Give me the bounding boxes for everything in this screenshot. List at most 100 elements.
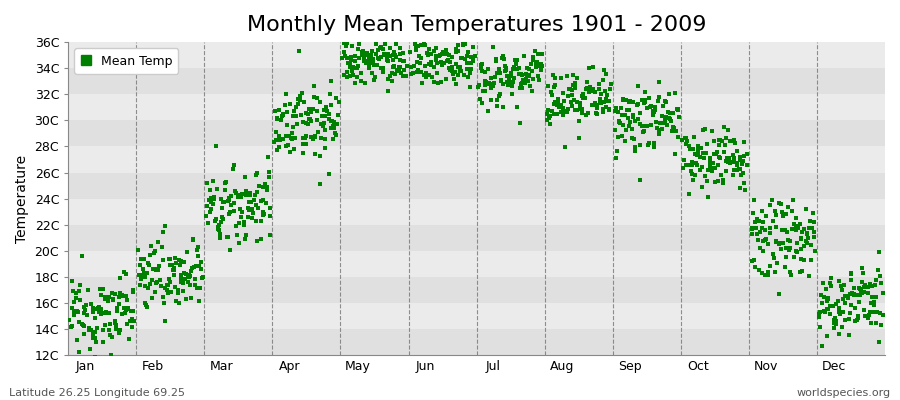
Point [658, 99, 672, 105]
Point [848, 305, 862, 312]
Point [775, 226, 789, 233]
Point [230, 232, 245, 238]
Point [528, 61, 543, 67]
Point [254, 218, 268, 224]
Point [174, 257, 188, 264]
Point [387, 63, 401, 70]
Point [316, 123, 330, 130]
Point [806, 229, 821, 235]
Point [112, 294, 126, 300]
Point [209, 142, 223, 149]
Point [410, 67, 425, 73]
Point [489, 56, 503, 62]
Point [634, 97, 649, 104]
Point [680, 140, 694, 147]
Point [623, 119, 637, 126]
Point [615, 112, 629, 118]
Point [208, 218, 222, 224]
Point [343, 64, 357, 70]
Point [483, 85, 498, 91]
Point [685, 171, 699, 178]
Point [525, 88, 539, 94]
Point [422, 60, 436, 67]
Point [724, 159, 739, 165]
Point [337, 40, 351, 46]
Point [70, 308, 85, 315]
Point [786, 208, 800, 215]
Point [691, 143, 706, 149]
Point [582, 86, 597, 93]
Point [289, 113, 303, 119]
Point [365, 56, 380, 62]
Point [409, 46, 423, 53]
Point [250, 205, 265, 211]
Point [338, 52, 352, 59]
Point [220, 198, 235, 204]
Point [439, 76, 454, 83]
Point [800, 240, 814, 246]
Point [185, 236, 200, 242]
Point [705, 127, 719, 134]
Point [867, 299, 881, 306]
Point [209, 216, 223, 222]
Point [118, 310, 132, 316]
Point [200, 203, 214, 210]
Point [756, 219, 770, 226]
Point [134, 272, 148, 278]
Point [505, 83, 519, 90]
Point [176, 280, 191, 286]
Point [267, 138, 282, 145]
Point [579, 112, 593, 118]
Point [441, 57, 455, 63]
Point [299, 119, 313, 126]
Point [321, 116, 336, 122]
Point [162, 276, 176, 282]
Point [371, 55, 385, 62]
Point [744, 225, 759, 231]
Point [229, 223, 243, 230]
Point [95, 286, 110, 292]
Point [720, 127, 734, 133]
Point [575, 106, 590, 112]
Point [633, 142, 647, 148]
Point [868, 277, 883, 284]
Point [95, 338, 110, 345]
Point [138, 300, 152, 306]
Point [865, 283, 879, 289]
Point [482, 80, 497, 86]
Point [203, 198, 218, 205]
Point [596, 106, 610, 112]
Point [633, 121, 647, 127]
Point [545, 91, 560, 98]
Point [555, 105, 570, 111]
Point [248, 192, 263, 199]
Point [821, 296, 835, 302]
Point [374, 54, 389, 60]
Point [752, 218, 766, 224]
Point [808, 248, 823, 254]
Point [417, 72, 431, 78]
Point [235, 208, 249, 215]
Point [163, 255, 177, 262]
Point [451, 64, 465, 70]
Point [616, 122, 630, 128]
Point [366, 62, 381, 69]
Point [655, 120, 670, 126]
Point [404, 64, 419, 70]
Point [535, 63, 549, 69]
Point [159, 281, 174, 288]
Point [463, 84, 477, 91]
Point [668, 90, 682, 96]
Point [604, 80, 618, 87]
Point [454, 55, 469, 62]
Point [532, 61, 546, 67]
Point [337, 49, 351, 56]
Point [525, 68, 539, 74]
Point [284, 130, 299, 136]
Point [402, 49, 417, 55]
Point [380, 55, 394, 61]
Point [588, 102, 602, 108]
Point [286, 112, 301, 119]
Point [664, 118, 679, 124]
Point [314, 121, 328, 127]
